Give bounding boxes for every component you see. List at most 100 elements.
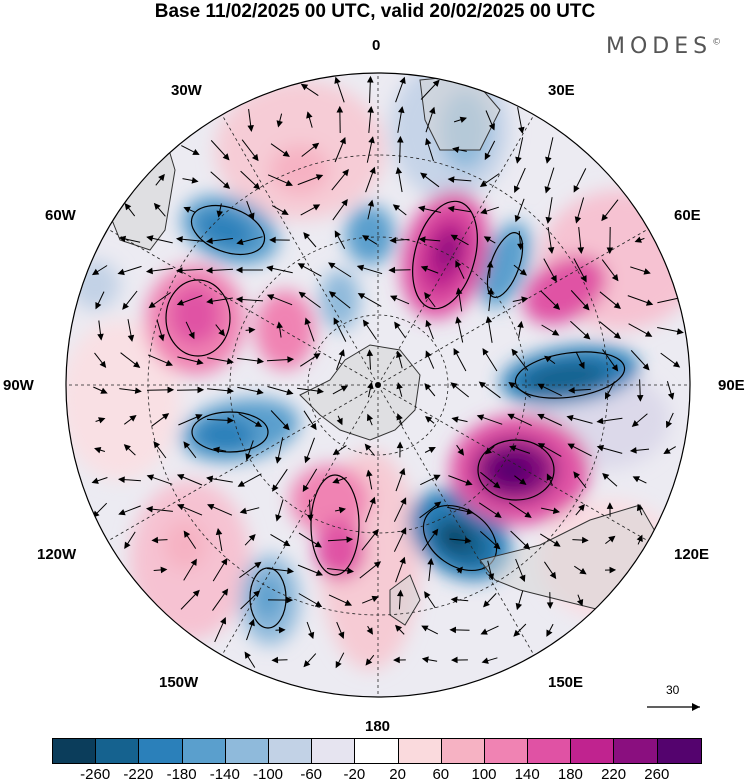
wind-vector-head <box>222 153 230 161</box>
wind-vector-head <box>456 566 463 574</box>
wind-vector-head <box>366 413 374 422</box>
wind-vector-head <box>167 386 175 394</box>
wind-vector-head <box>537 443 546 450</box>
wind-vector-head <box>366 627 374 635</box>
wind-vector-head <box>514 214 521 223</box>
wind-vector-head <box>206 475 214 483</box>
wind-vectors <box>91 75 684 669</box>
wind-vector-head <box>94 446 102 454</box>
colorbar-swatch <box>182 739 226 763</box>
wind-vector-head <box>521 296 529 303</box>
wind-vector-head <box>287 356 295 363</box>
wind-vector-head <box>218 328 226 337</box>
wind-vector-head <box>429 106 436 115</box>
colorbar-swatch <box>96 739 140 763</box>
wind-vector-head <box>421 656 429 663</box>
wind-vector-head <box>573 471 580 479</box>
wind-vector-head <box>425 415 433 423</box>
wind-vector-head <box>307 631 315 640</box>
wind-vector-head <box>508 381 516 389</box>
wind-vector-head <box>122 302 129 310</box>
map-border <box>65 72 691 698</box>
wind-vector-head <box>314 541 322 548</box>
wind-vector-head <box>389 236 397 244</box>
wind-vector-head <box>244 651 251 659</box>
wind-vector-head <box>304 455 311 464</box>
wind-vector-head <box>665 420 673 429</box>
wind-vector-head <box>344 599 353 606</box>
wind-vector-head <box>269 236 276 244</box>
wind-vector-head <box>663 447 671 454</box>
colorbar-swatch <box>355 739 399 763</box>
latitude-circle <box>307 314 449 456</box>
wind-vector-head <box>165 359 173 366</box>
wind-vector-head <box>183 530 191 538</box>
wind-vector-head <box>613 302 621 309</box>
wind-vector-head <box>367 105 374 113</box>
colorbar-tick-label: 60 <box>432 766 450 783</box>
wind-vector-head <box>509 445 517 452</box>
wind-vector-head <box>433 474 441 481</box>
wind-vector-head <box>452 146 460 153</box>
wind-vector-head <box>493 542 501 550</box>
wind-vector-head <box>606 247 614 255</box>
wind-vector-head <box>212 446 220 454</box>
wind-vector-head <box>339 136 346 145</box>
wind-vector-head <box>221 588 229 596</box>
wind-vector-head <box>513 629 521 637</box>
wind-vector-head <box>303 232 311 240</box>
wind-vector-head <box>145 505 153 513</box>
colorbar-tick-label: 20 <box>389 766 406 783</box>
colorbar-tick-label: 260 <box>644 766 670 783</box>
wind-vector-head <box>428 446 436 453</box>
wind-vector-head <box>519 268 527 276</box>
wind-vector-head <box>316 387 325 395</box>
wind-vector-head <box>579 568 587 575</box>
wind-vector-head <box>278 626 286 634</box>
wind-vector-head <box>127 334 135 342</box>
anomaly-field <box>66 73 690 697</box>
wind-vector-head <box>97 333 104 341</box>
wind-vector-head <box>396 441 404 449</box>
wind-vector-head <box>494 511 502 518</box>
wind-vector-head <box>192 589 200 597</box>
wind-vector-head <box>158 173 165 182</box>
wind-vector-head <box>613 332 621 339</box>
wind-vector-head <box>602 472 610 480</box>
wind-vector-head <box>283 539 291 547</box>
wind-vector-head <box>266 294 275 301</box>
wind-vector-head <box>338 349 345 357</box>
colorbar-tick-label: 180 <box>557 766 583 783</box>
colorbar-swatch <box>484 739 529 763</box>
wind-vector-head <box>642 363 650 371</box>
lon-label-0: 0 <box>372 37 381 54</box>
wind-vector-head <box>188 331 195 340</box>
wind-vector-head <box>611 274 619 282</box>
wind-vector-head <box>239 507 247 515</box>
wind-vector-head <box>484 447 493 455</box>
wind-vector-head <box>552 302 561 310</box>
wind-vector-head <box>550 274 557 283</box>
wind-vector-head <box>191 177 199 184</box>
wind-vector-head <box>302 484 309 493</box>
wind-vector-head <box>544 186 551 194</box>
wind-vector-head <box>195 414 203 421</box>
wind-vector-head <box>567 443 575 450</box>
wind-vector-head <box>133 361 141 368</box>
wind-vector-head <box>547 246 555 255</box>
wind-vector-head <box>568 386 575 394</box>
colorbar-tick-label: -220 <box>123 766 154 783</box>
wind-vector-head <box>312 142 320 150</box>
wind-vector-head <box>476 414 485 421</box>
wind-vector-head <box>192 148 200 155</box>
colorbar-swatch <box>657 739 701 763</box>
wind-vector-head <box>609 566 617 574</box>
wind-vector-head <box>357 293 366 300</box>
colorbar-swatch <box>441 739 485 763</box>
wind-vector-head <box>396 350 403 358</box>
wind-vector-head <box>629 447 637 454</box>
wind-vector-head <box>578 504 585 512</box>
wind-vector-head <box>394 321 401 329</box>
wind-vector-head <box>303 660 311 668</box>
wind-vector-head <box>98 417 106 424</box>
